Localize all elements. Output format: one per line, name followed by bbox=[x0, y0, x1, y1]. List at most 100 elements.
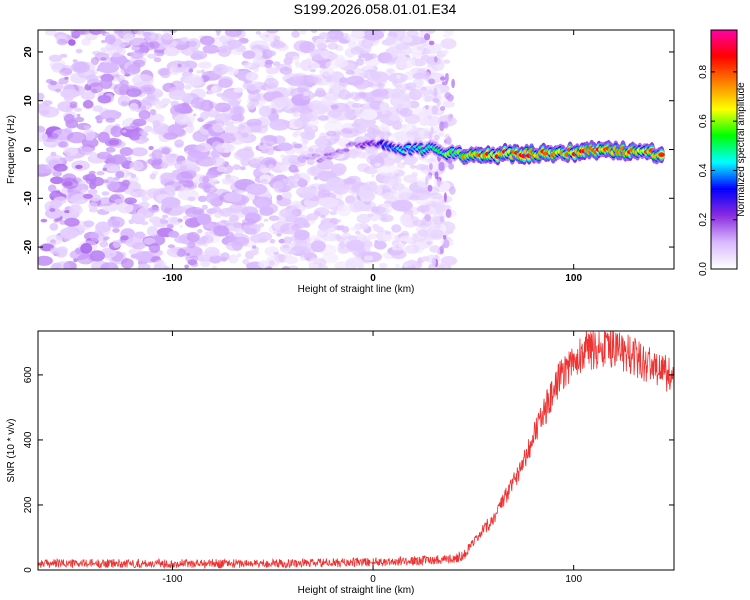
heatmap-noise-blob bbox=[212, 178, 218, 182]
heatmap-noise-blob bbox=[191, 50, 208, 60]
heatmap-noise-blob bbox=[391, 53, 401, 58]
heatmap-noise-blob bbox=[310, 62, 320, 69]
heatmap-noise-blob bbox=[105, 117, 116, 123]
heatmap-noise-blob bbox=[310, 240, 326, 253]
heatmap-noise-blob bbox=[68, 39, 76, 46]
heatmap-noise-blob bbox=[367, 127, 376, 134]
heatmap-noise-blob bbox=[385, 132, 392, 136]
heatmap-noise-blob bbox=[307, 111, 319, 122]
heatmap-noise-blob bbox=[355, 58, 364, 66]
colorbar-cell bbox=[711, 217, 737, 220]
heatmap-noise-blob bbox=[339, 127, 359, 138]
heatmap-noise-blob bbox=[202, 176, 210, 184]
heatmap-noise-blob bbox=[75, 48, 83, 54]
heatmap-noise-blob bbox=[143, 237, 156, 245]
heatmap-noise-blob bbox=[244, 228, 257, 235]
heatmap-noise-blob bbox=[264, 246, 280, 257]
heatmap-noise-blob bbox=[385, 68, 396, 75]
heatmap-noise-blob bbox=[284, 256, 299, 264]
heatmap-noise-blob bbox=[200, 111, 209, 120]
heatmap-noise-blob bbox=[430, 60, 445, 71]
heatmap-noise-blob bbox=[59, 67, 73, 76]
heatmap-noise-blob bbox=[398, 242, 406, 248]
heatmap-noise-blob bbox=[356, 213, 371, 224]
heatmap-noise-blob bbox=[429, 163, 433, 171]
colorbar-cell bbox=[711, 265, 737, 268]
heatmap-noise-blob bbox=[193, 181, 198, 185]
heatmap-noise-blob bbox=[196, 70, 202, 74]
heatmap-noise-blob bbox=[326, 130, 337, 137]
heatmap-noise-blob bbox=[422, 95, 434, 103]
heatmap-noise-blob bbox=[45, 154, 65, 166]
colorbar-cell bbox=[711, 215, 737, 218]
heatmap-noise-blob bbox=[350, 226, 359, 232]
heatmap-noise-blob bbox=[284, 253, 293, 258]
heatmap-noise-blob bbox=[399, 213, 412, 226]
heatmap-noise-blob bbox=[203, 243, 208, 247]
colorbar-cell bbox=[711, 101, 737, 105]
heatmap-noise-blob bbox=[123, 33, 134, 42]
colorbar-cell bbox=[711, 149, 737, 153]
heatmap-noise-blob bbox=[128, 128, 142, 141]
heatmap-noise-blob bbox=[409, 164, 417, 169]
heatmap-noise-blob bbox=[279, 66, 293, 75]
heatmap-noise-blob bbox=[153, 57, 162, 63]
colorbar-cell bbox=[711, 81, 737, 85]
heatmap-noise-blob bbox=[445, 73, 449, 83]
colorbar-tick-label: 0.6 bbox=[698, 114, 709, 128]
heatmap-noise-blob bbox=[314, 90, 327, 97]
heatmap-noise-blob bbox=[214, 102, 232, 113]
heatmap-noise-blob bbox=[242, 258, 250, 265]
heatmap-noise-blob bbox=[208, 254, 222, 264]
colorbar-label: Normalized spectral amplitude bbox=[736, 82, 747, 217]
heatmap-noise-blob bbox=[225, 175, 240, 183]
heatmap-noise-blob bbox=[402, 36, 413, 43]
heatmap-noise-blob bbox=[219, 35, 228, 43]
heatmap-noise-blob bbox=[70, 30, 83, 37]
heatmap-noise-blob bbox=[120, 235, 129, 241]
heatmap-noise-blob bbox=[131, 74, 154, 87]
heatmap-noise-blob bbox=[326, 135, 331, 139]
heatmap-noise-blob bbox=[148, 145, 154, 151]
heatmap-noise-blob bbox=[288, 164, 299, 173]
heatmap-noise-blob bbox=[70, 72, 87, 84]
heatmap-noise-blob bbox=[168, 89, 187, 101]
heatmap-noise-blob bbox=[437, 248, 441, 255]
heatmap-noise-blob bbox=[121, 101, 128, 106]
heatmap-noise-blob bbox=[300, 130, 314, 140]
heatmap-noise-blob bbox=[101, 179, 109, 184]
heatmap-noise-blob bbox=[214, 212, 222, 218]
heatmap-noise-blob bbox=[268, 164, 274, 169]
colorbar-cell bbox=[711, 43, 737, 47]
heatmap-noise-blob bbox=[152, 123, 170, 135]
heatmap-ridge bbox=[299, 136, 665, 166]
heatmap-noise-blob bbox=[252, 245, 257, 249]
heatmap-noise-blob bbox=[79, 180, 86, 185]
heatmap-noise-blob bbox=[331, 108, 355, 121]
heatmap-noise-blob bbox=[184, 84, 192, 90]
heatmap-noise-blob bbox=[43, 136, 59, 148]
heatmap-noise-blob bbox=[293, 74, 304, 82]
heatmap-noise-blob bbox=[354, 107, 366, 118]
heatmap-noise-blob bbox=[104, 34, 116, 45]
heatmap-noise-blob bbox=[306, 213, 319, 221]
heatmap-noise-blob bbox=[420, 42, 442, 55]
heatmap-noise-blob bbox=[227, 68, 239, 76]
heatmap-noise-blob bbox=[427, 184, 433, 192]
heatmap-noise-blob bbox=[273, 230, 278, 235]
heatmap-noise-blob bbox=[66, 131, 87, 144]
heatmap-noise-blob bbox=[215, 66, 223, 71]
heatmap-noise-blob bbox=[253, 68, 260, 73]
heatmap-ridge-cell bbox=[314, 154, 321, 157]
heatmap-noise-blob bbox=[229, 203, 243, 214]
colorbar-cell bbox=[711, 119, 737, 123]
heatmap-noise-blob bbox=[72, 59, 78, 63]
heatmap-y-tick-label: 20 bbox=[23, 46, 34, 58]
heatmap-noise-blob bbox=[440, 106, 446, 111]
heatmap-noise-blob bbox=[108, 216, 125, 229]
heatmap-noise-blob bbox=[80, 243, 93, 254]
heatmap-noise-blob bbox=[292, 112, 300, 118]
heatmap-noise-blob bbox=[106, 180, 120, 191]
heatmap-noise-blob bbox=[100, 30, 107, 34]
heatmap-noise-blob bbox=[50, 176, 64, 185]
